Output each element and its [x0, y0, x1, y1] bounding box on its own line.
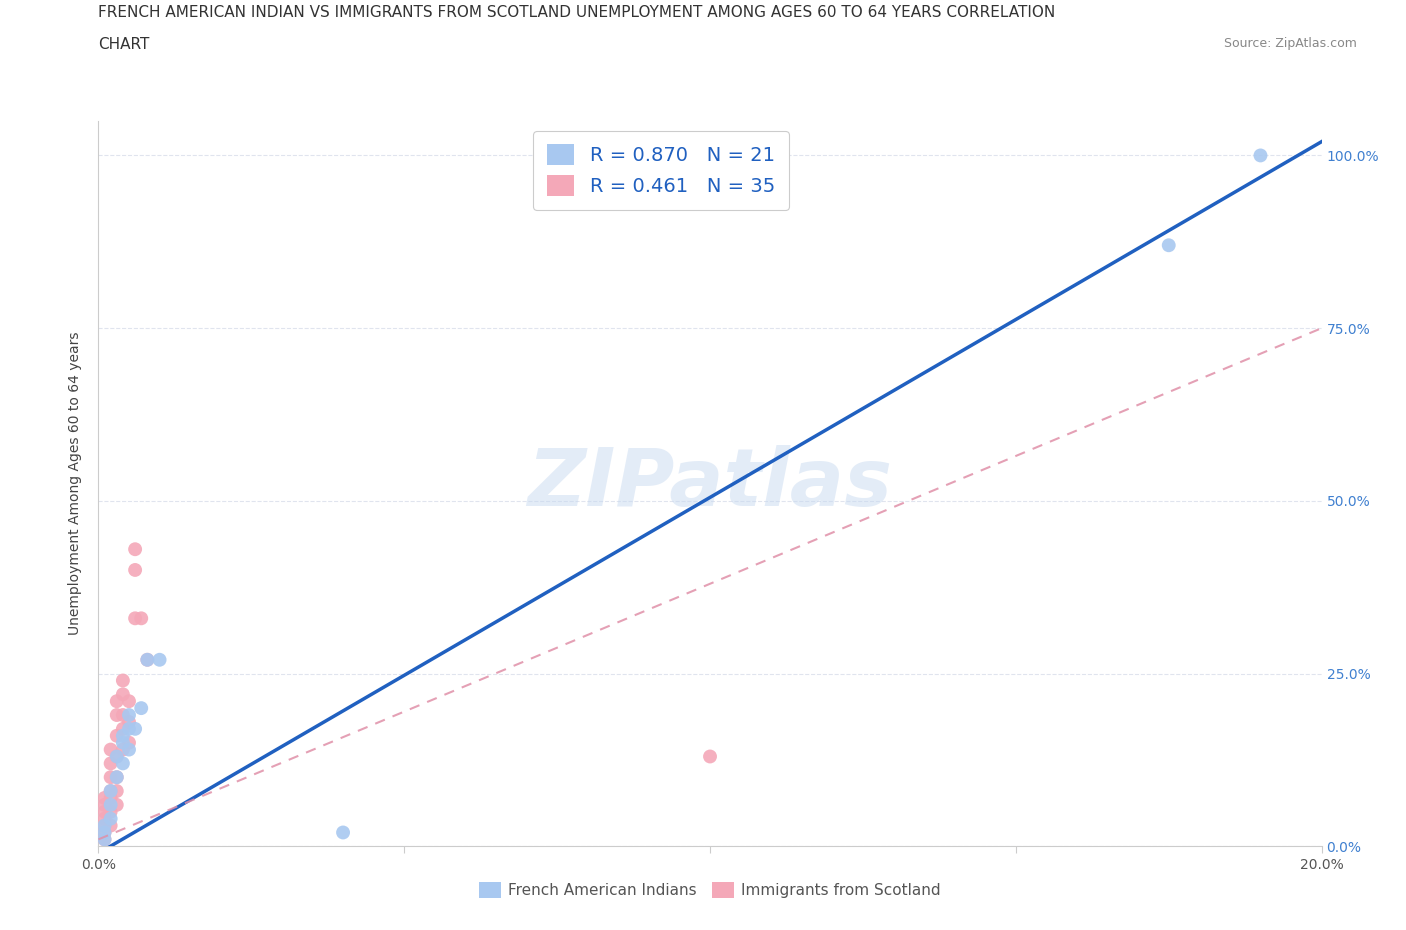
- Point: [105, 708, 128, 723]
- Point: [100, 818, 122, 833]
- Point: [111, 742, 134, 757]
- Y-axis label: Unemployment Among Ages 60 to 64 years: Unemployment Among Ages 60 to 64 years: [69, 332, 83, 635]
- Point: [1249, 148, 1271, 163]
- Point: [118, 714, 141, 729]
- Text: Source: ZipAtlas.com: Source: ZipAtlas.com: [1223, 37, 1357, 50]
- Point: [111, 756, 134, 771]
- Point: [100, 784, 122, 799]
- Point: [111, 708, 134, 723]
- Point: [100, 797, 122, 812]
- Text: ZIPatlas: ZIPatlas: [527, 445, 893, 523]
- Point: [105, 770, 128, 785]
- Point: [100, 811, 122, 826]
- Point: [136, 652, 159, 667]
- Point: [105, 728, 128, 743]
- Point: [100, 790, 122, 805]
- Point: [332, 825, 354, 840]
- Text: CHART: CHART: [98, 37, 150, 52]
- Point: [1157, 238, 1180, 253]
- Legend: French American Indians, Immigrants from Scotland: French American Indians, Immigrants from…: [474, 876, 946, 904]
- Point: [93, 825, 115, 840]
- Point: [118, 694, 141, 709]
- Point: [93, 825, 115, 840]
- Point: [93, 804, 115, 819]
- Point: [93, 790, 115, 805]
- Point: [93, 797, 115, 812]
- Point: [93, 832, 115, 847]
- Point: [105, 694, 128, 709]
- Point: [111, 687, 134, 702]
- Point: [105, 797, 128, 812]
- Point: [105, 749, 128, 764]
- Point: [93, 811, 115, 826]
- Point: [100, 756, 122, 771]
- Point: [93, 818, 115, 833]
- Point: [699, 749, 721, 764]
- Point: [93, 832, 115, 847]
- Point: [124, 563, 146, 578]
- Point: [129, 700, 152, 715]
- Point: [105, 749, 128, 764]
- Point: [111, 728, 134, 743]
- Text: FRENCH AMERICAN INDIAN VS IMMIGRANTS FROM SCOTLAND UNEMPLOYMENT AMONG AGES 60 TO: FRENCH AMERICAN INDIAN VS IMMIGRANTS FRO…: [98, 5, 1056, 20]
- Point: [149, 652, 172, 667]
- Point: [100, 784, 122, 799]
- Point: [118, 708, 141, 723]
- Point: [100, 770, 122, 785]
- Point: [105, 784, 128, 799]
- Point: [129, 611, 152, 626]
- Point: [100, 742, 122, 757]
- Point: [118, 722, 141, 737]
- Point: [118, 742, 141, 757]
- Point: [111, 673, 134, 688]
- Point: [124, 542, 146, 557]
- Point: [111, 722, 134, 737]
- Point: [118, 736, 141, 751]
- Point: [124, 611, 146, 626]
- Point: [93, 818, 115, 833]
- Point: [111, 736, 134, 751]
- Point: [105, 770, 128, 785]
- Point: [124, 722, 146, 737]
- Point: [100, 804, 122, 819]
- Point: [136, 652, 159, 667]
